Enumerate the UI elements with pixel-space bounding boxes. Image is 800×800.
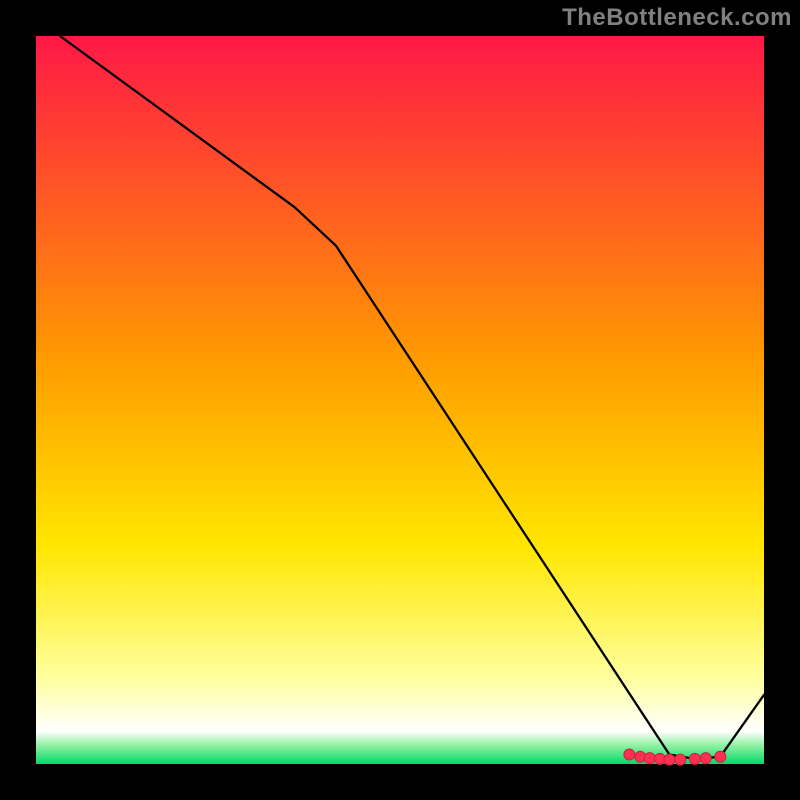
chart-canvas (0, 0, 800, 800)
chart-container: TheBottleneck.com (0, 0, 800, 800)
watermark-text: TheBottleneck.com (562, 4, 792, 32)
